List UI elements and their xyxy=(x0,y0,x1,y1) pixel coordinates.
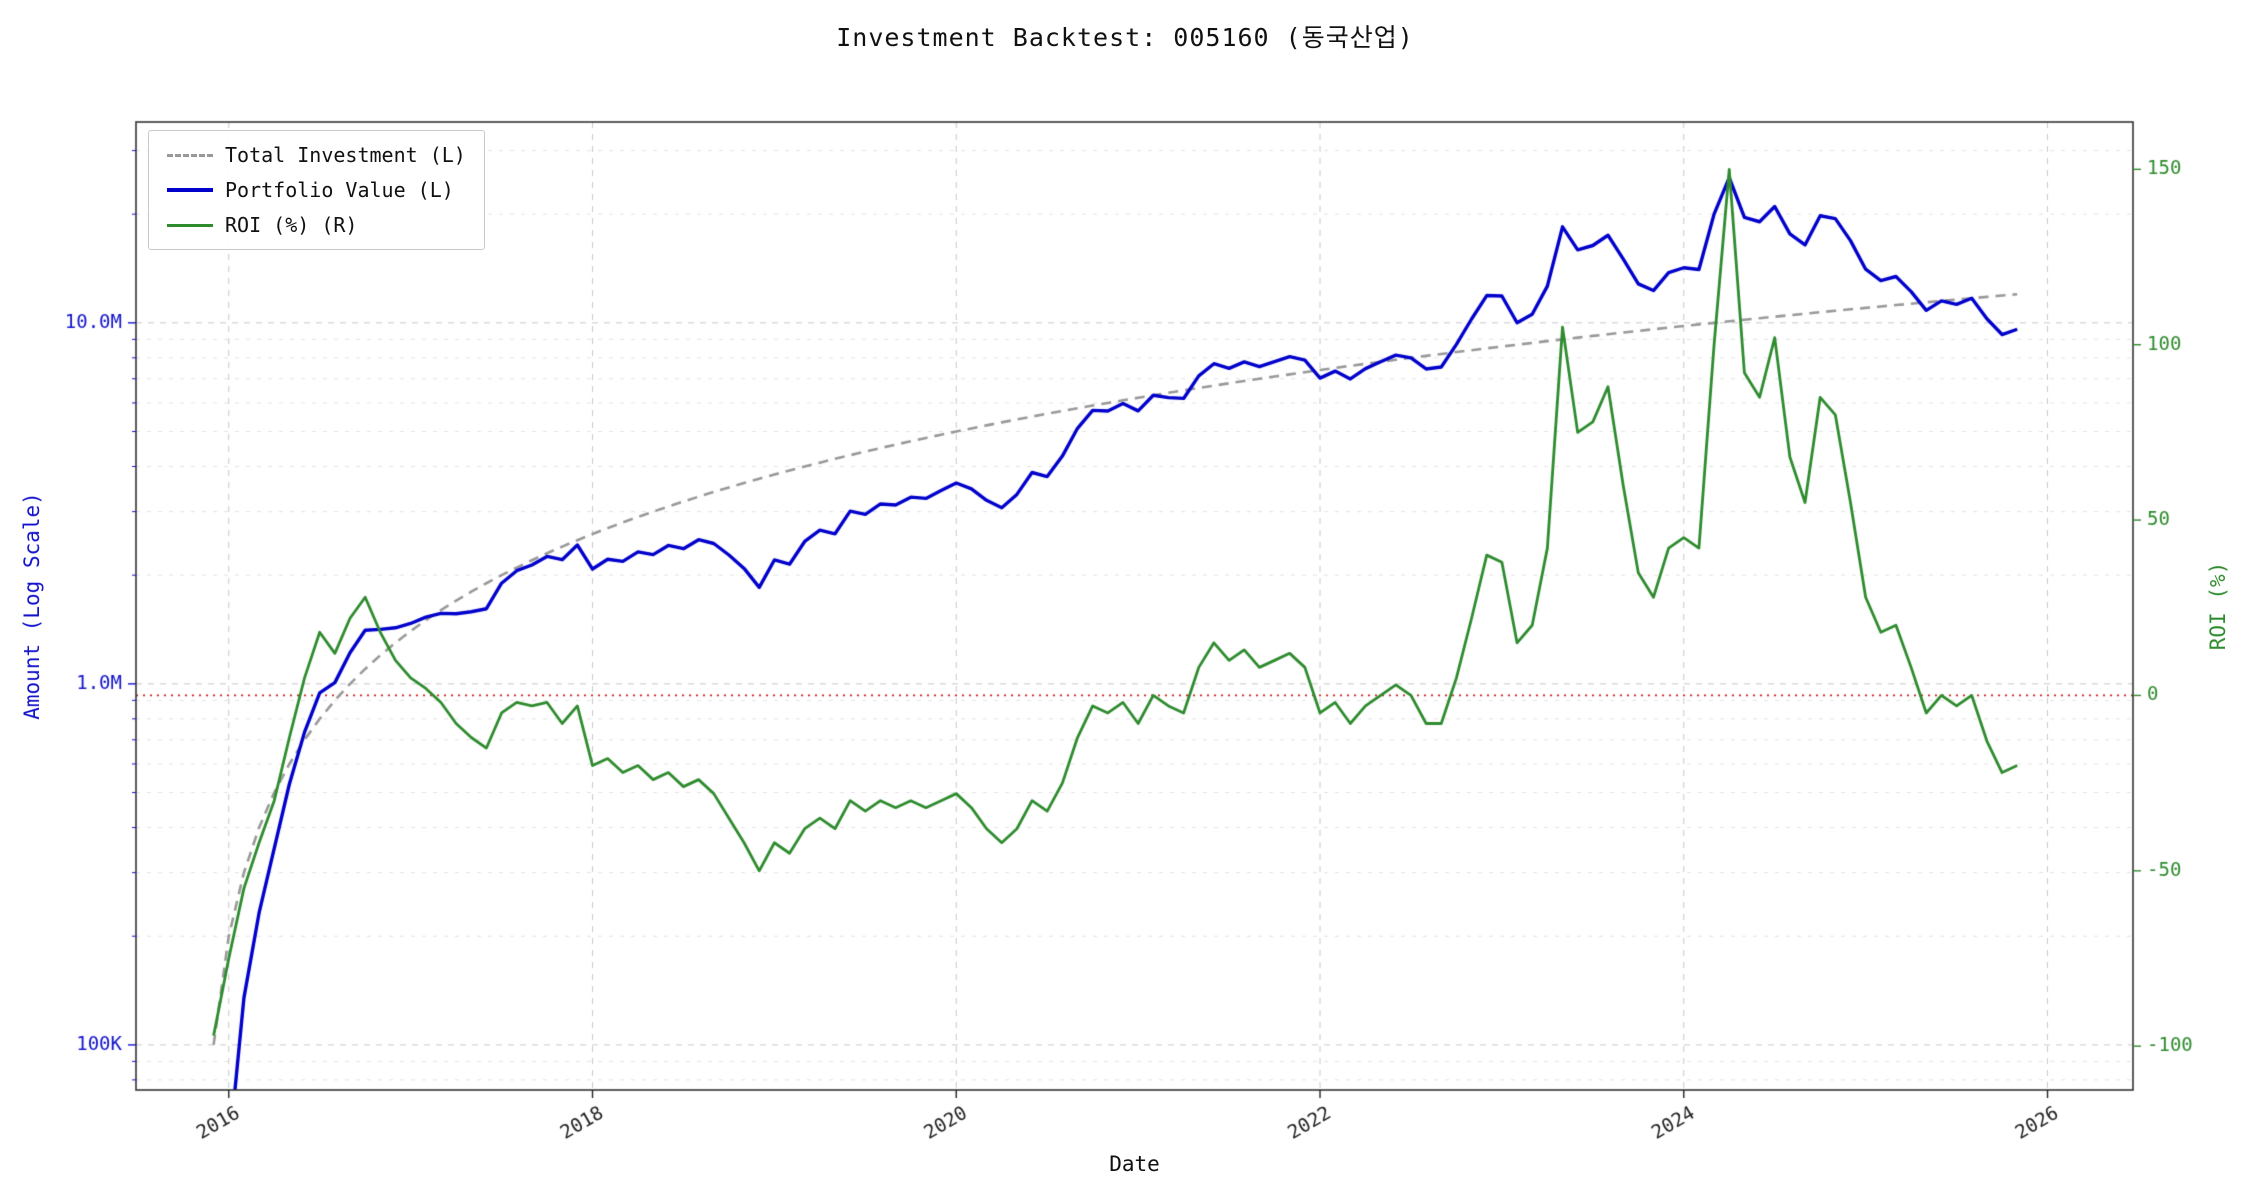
dashed-line-swatch xyxy=(167,153,213,157)
green-line-swatch xyxy=(167,223,213,227)
chart-title: Investment Backtest: 005160 (동국산업) xyxy=(836,23,1414,52)
legend-label: Total Investment (L) xyxy=(225,143,466,167)
blue-line-swatch xyxy=(167,188,213,192)
y-axis-label-right: ROI (%) xyxy=(2206,561,2230,651)
legend-entry-portfolio-value: Portfolio Value (L) xyxy=(167,178,466,202)
legend: Total Investment (L) Portfolio Value (L)… xyxy=(148,130,485,250)
legend-label: ROI (%) (R) xyxy=(225,213,358,237)
legend-label: Portfolio Value (L) xyxy=(225,178,454,202)
legend-entry-total-investment: Total Investment (L) xyxy=(167,143,466,167)
x-axis-label: Date xyxy=(1109,1152,1160,1176)
legend-entry-roi: ROI (%) (R) xyxy=(167,213,466,237)
y-axis-label-left: Amount (Log Scale) xyxy=(20,492,44,720)
